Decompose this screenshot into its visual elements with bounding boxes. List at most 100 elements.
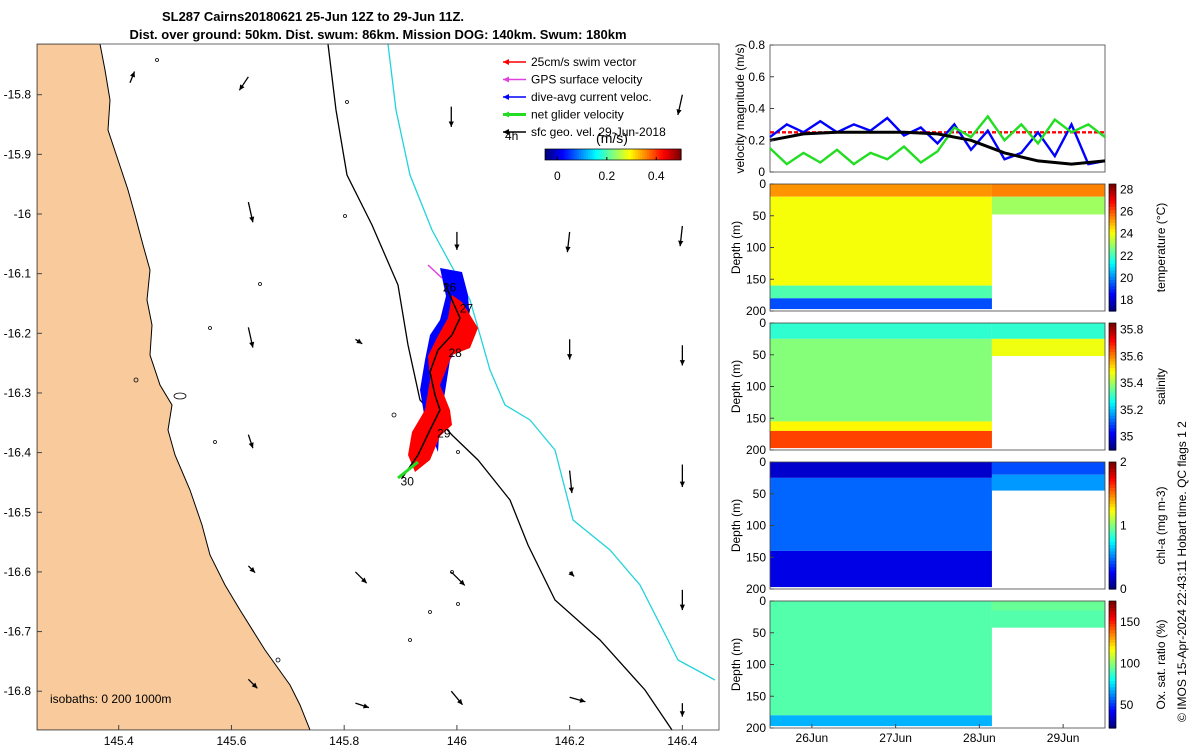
section-layer — [991, 338, 1105, 357]
section-layer — [770, 184, 992, 197]
panel-colorbar-cell — [1109, 664, 1116, 669]
panel-colorbar-cell — [1109, 291, 1116, 296]
geo-vector — [676, 94, 683, 116]
depth-tick: 50 — [753, 626, 767, 640]
panel-colorbar-cell — [1109, 392, 1116, 397]
panel-colorbar-tick: 22 — [1120, 249, 1134, 263]
panel-colorbar-tick: 35.2 — [1120, 403, 1144, 417]
panel-colorbar-cell — [1109, 484, 1116, 488]
map-x-tick-label: 145.4 — [104, 734, 134, 748]
legend-label: 25cm/s swim vector — [531, 55, 636, 69]
map-x-ticks: 145.4 145.6 145.8 146 146.2 146.4 — [104, 725, 698, 748]
depth-tick: 200 — [746, 582, 766, 596]
panel-colorbar-cell — [1109, 680, 1116, 685]
panel-colorbar-cell — [1109, 506, 1116, 511]
panel-colorbar-cell — [1109, 405, 1116, 410]
legend-entry: GPS surface velocity — [503, 73, 642, 87]
colorbar-cell — [624, 149, 628, 160]
map-x-tick-label: 145.8 — [329, 734, 359, 748]
panel-colorbar-cell — [1109, 683, 1116, 688]
section-layer — [770, 338, 992, 422]
colorbar-cell — [647, 149, 650, 160]
panel-colorbar-cell — [1109, 304, 1116, 309]
date-tick: 27Jun — [879, 731, 912, 745]
geo-vector — [247, 327, 255, 348]
geo-vector — [454, 231, 460, 250]
depth-tick: 150 — [746, 272, 766, 286]
panel-colorbar-cell — [1109, 519, 1116, 523]
colorbar-cell — [633, 149, 637, 160]
panel-colorbar-cell — [1109, 715, 1116, 720]
panel-colorbar-cell — [1109, 386, 1116, 391]
colorbar-cell — [651, 149, 655, 160]
panel-colorbar-cell — [1109, 651, 1116, 656]
panel-colorbar-cell — [1109, 629, 1116, 634]
colorbar-cell — [569, 149, 573, 160]
panel-colorbar-cell — [1109, 462, 1116, 466]
panel-colorbar-cell — [1109, 500, 1116, 504]
depth-tick: 100 — [746, 380, 766, 394]
colorbar-cell — [665, 149, 668, 160]
panel-colorbar-cell — [1109, 430, 1116, 435]
section-layer — [770, 462, 992, 478]
panel-colorbar-cell — [1109, 203, 1116, 207]
geo-vector — [355, 702, 370, 709]
depth-ylabel: Depth (m) — [729, 638, 743, 691]
panel-colorbar-cell — [1109, 721, 1116, 726]
panel-colorbar-tick: 26 — [1120, 205, 1134, 219]
depth-tick: 0 — [759, 455, 766, 469]
panel-colorbar-cell — [1109, 380, 1116, 384]
panel-colorbar-cell — [1109, 234, 1116, 239]
panel-colorbar-tick: 28 — [1120, 183, 1134, 197]
panel-colorbar-cell — [1109, 421, 1116, 426]
panel-colorbar-cell — [1109, 525, 1116, 530]
panel-colorbar-cell — [1109, 370, 1116, 375]
panel-colorbar-cell — [1109, 332, 1116, 337]
depth-tick: 100 — [746, 658, 766, 672]
coastline-land — [37, 44, 311, 730]
panel-colorbar-cell — [1109, 225, 1116, 230]
depth-tick: 0 — [759, 594, 766, 608]
map-colorbar: 0 0.2 0.4 — [544, 148, 682, 183]
depth-tick: 200 — [746, 721, 766, 735]
panel-colorbar-cell — [1109, 199, 1116, 204]
depth-tick: 0 — [759, 316, 766, 330]
panel-colorbar-cell — [1109, 389, 1116, 394]
colorbar-cell — [622, 149, 625, 160]
panel-colorbar-cell — [1109, 712, 1116, 716]
geo-vector — [129, 71, 136, 84]
panel-colorbar-cell — [1109, 544, 1116, 549]
panel-colorbar-cell — [1109, 613, 1116, 618]
section-layer — [770, 601, 992, 716]
depth-tick: 100 — [746, 519, 766, 533]
panel-colorbar-cell — [1109, 670, 1116, 675]
geo-vector — [247, 678, 258, 689]
panel-colorbar-cell — [1109, 443, 1116, 448]
day-label: 30 — [401, 474, 415, 488]
colorbar-cell — [563, 149, 566, 160]
geo-vector — [679, 703, 685, 717]
panel-colorbar-cell — [1109, 253, 1116, 258]
panel-colorbar-cell — [1109, 674, 1116, 678]
panel-colorbar-cell — [1109, 509, 1116, 514]
panel-colorbar-tick: 35 — [1120, 430, 1134, 444]
panel-colorbar-cell — [1109, 357, 1116, 362]
geo-vector — [448, 106, 454, 127]
panel-colorbar-cell — [1109, 538, 1116, 542]
panel-colorbar-cell — [1109, 547, 1116, 552]
section-layer — [770, 285, 992, 299]
panel-colorbar-cell — [1109, 437, 1116, 442]
panel-colorbar-cell — [1109, 411, 1116, 416]
panel-colorbar-cell — [1109, 654, 1116, 659]
panel-colorbar-cell — [1109, 689, 1116, 694]
panel-colorbar-cell — [1109, 576, 1116, 581]
panel-colorbar-cell — [1109, 338, 1116, 343]
colorbar-tick-label: 0 — [554, 169, 561, 183]
panel-colorbar-tick: 100 — [1120, 656, 1140, 670]
colorbar-cell — [669, 149, 673, 160]
panel-colorbar-cell — [1109, 708, 1116, 713]
panel-colorbar-cell — [1109, 329, 1116, 334]
section-layer — [770, 421, 992, 431]
section-panel-2: 0 50 100 150 200 Depth (m) 35 35.2 35.4 35.6 35.8 s… — [729, 316, 1168, 457]
